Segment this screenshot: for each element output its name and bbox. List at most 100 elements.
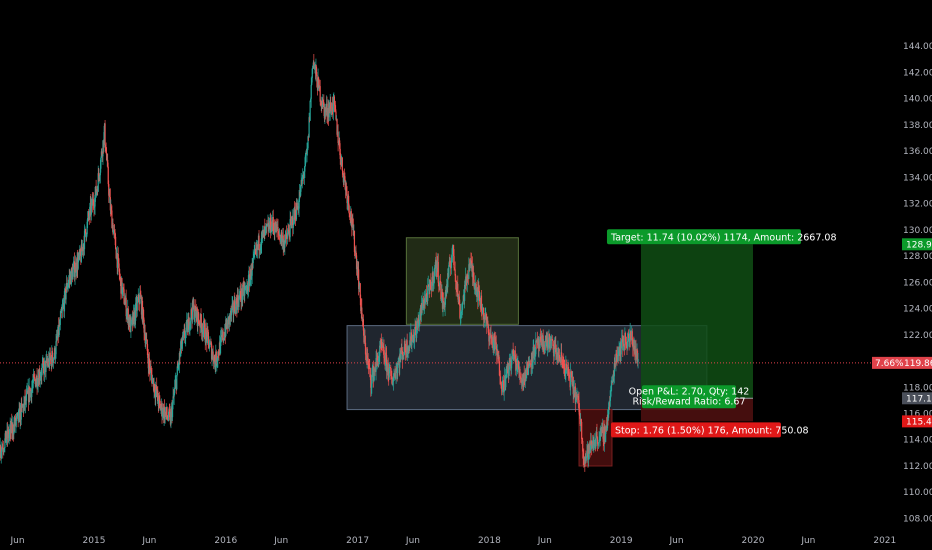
candle-body <box>323 102 325 108</box>
candle-body <box>596 431 598 438</box>
y-axis-ticks: 108.00110.00112.00114.00116.00118.00120.… <box>903 42 932 524</box>
candle-body <box>531 352 533 366</box>
y-axis[interactable]: 108.00110.00112.00114.00116.00118.00120.… <box>903 42 932 524</box>
candle-body <box>497 351 499 360</box>
candle-body <box>433 267 436 276</box>
candle-body <box>374 368 376 370</box>
candle-body <box>599 431 601 439</box>
candle-body <box>532 346 534 363</box>
candle-body <box>370 375 372 388</box>
candle-body <box>613 363 615 377</box>
candle-body <box>15 421 17 425</box>
candle-body <box>461 309 463 312</box>
candle-body <box>557 347 560 361</box>
candle-body <box>107 159 109 167</box>
candle-body <box>514 350 516 360</box>
candle-body <box>136 301 138 311</box>
candle-body <box>607 406 610 418</box>
candle-body <box>522 379 524 385</box>
stop-price-tag-text: 115.40 <box>906 417 932 427</box>
candle-body <box>575 394 577 403</box>
candle-body <box>474 286 476 288</box>
candle-body <box>334 104 336 106</box>
target-zone[interactable] <box>640 244 753 399</box>
candle-body <box>367 358 369 366</box>
candle-body <box>181 335 184 344</box>
candle-body <box>542 335 544 348</box>
candle-body <box>282 235 284 249</box>
candle-body <box>214 356 216 361</box>
candle-body <box>121 288 124 295</box>
candle-body <box>471 265 474 278</box>
candle-body <box>95 186 97 195</box>
candle-body <box>181 343 183 349</box>
candle-body <box>378 356 380 358</box>
candle-body <box>623 343 625 347</box>
candle-body <box>238 296 240 307</box>
candle-body <box>302 175 304 178</box>
candle-body <box>636 350 639 362</box>
candle-body <box>365 354 367 356</box>
candle-body <box>503 380 505 393</box>
candle-body <box>373 368 376 372</box>
candle-body <box>99 175 101 178</box>
candle-body <box>60 311 62 318</box>
candle-body <box>242 284 244 297</box>
candle-body <box>251 262 253 276</box>
candle-body <box>358 269 360 290</box>
candle-body <box>237 295 239 304</box>
candle-body <box>278 233 280 236</box>
stop-label[interactable]: Stop: 1.76 (1.50%) 176, Amount: 750.08 <box>610 422 809 438</box>
pnl-label[interactable]: Open P&L: 2.70, Qty: 142 Risk/Reward Rat… <box>629 385 750 409</box>
candle-body <box>399 353 401 368</box>
candle-body <box>115 236 117 250</box>
candle-body <box>185 330 187 339</box>
candle-body <box>582 451 584 457</box>
candle-body <box>334 105 337 112</box>
candle-body <box>505 369 507 375</box>
candle-body <box>355 251 357 256</box>
x-axis[interactable]: Jun 2015 Jun 2016 Jun 2017 Jun 2018 Jun 2019 Jun 20… <box>10 536 897 546</box>
candle-body <box>581 421 583 440</box>
candle-body <box>285 234 288 239</box>
candle-body <box>432 272 434 286</box>
candle-body <box>625 341 628 348</box>
stop-price-tag: 115.40 <box>902 415 932 428</box>
candle-body <box>179 348 182 356</box>
target-label[interactable]: Target: 11.74 (10.02%) 1174, Amount: 266… <box>606 229 837 245</box>
candle-body <box>2 447 4 450</box>
candle-body <box>585 456 588 459</box>
candle-body <box>51 351 53 361</box>
candle-body <box>609 397 611 407</box>
candle-body <box>379 345 381 357</box>
candle-body <box>169 411 171 414</box>
candle-body <box>339 148 341 159</box>
candle-body <box>88 212 90 216</box>
candle-body <box>488 336 490 342</box>
candle-body <box>4 438 6 448</box>
candle-body <box>260 244 262 248</box>
candle-body <box>383 346 385 359</box>
candle-body <box>118 258 120 269</box>
candle-body <box>114 232 116 237</box>
candle-body <box>513 355 515 361</box>
candle-body <box>78 253 80 260</box>
candle-body <box>49 352 51 359</box>
candle-body <box>623 346 625 347</box>
candle-body <box>84 228 87 234</box>
candle-body <box>74 271 76 278</box>
candle-body <box>382 345 385 347</box>
target-text: Target: 11.74 (10.02%) 1174, Amount: 266… <box>610 232 837 243</box>
candle-body <box>484 316 486 319</box>
candle-body <box>450 260 453 268</box>
candle-body <box>411 335 414 342</box>
candle-body <box>204 323 206 339</box>
candle-body <box>23 403 25 412</box>
candle-body <box>83 230 86 250</box>
candle-body <box>454 269 456 276</box>
candle-body <box>223 338 225 340</box>
target-price-tag-bg <box>902 238 932 251</box>
candle-body <box>67 285 69 289</box>
last-price-tag: 7.66% 119.86 <box>872 356 932 369</box>
